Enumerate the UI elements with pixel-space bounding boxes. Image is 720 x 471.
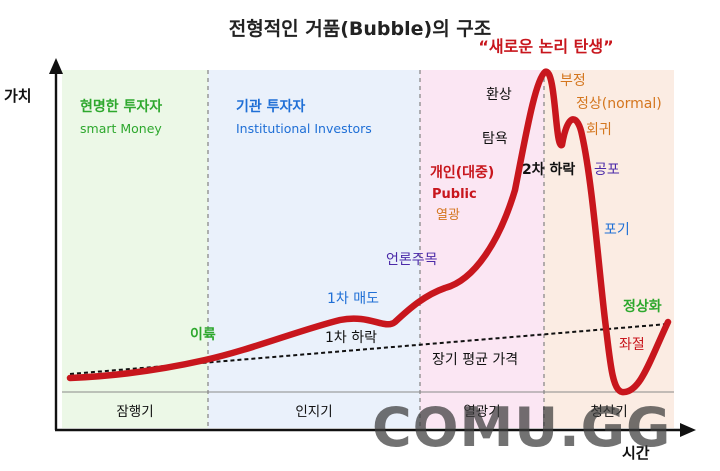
annotation-return: 회귀 — [586, 122, 612, 138]
annotation-denial: 부정 — [560, 73, 586, 89]
phase-name-awareness: 인지기 — [295, 404, 332, 420]
phase-name-mania: 열광기 — [463, 404, 500, 420]
x-axis-label: 시간 — [622, 444, 650, 462]
annotation-despair: 좌절 — [619, 337, 645, 353]
annotation-delusion: 환상 — [486, 87, 512, 103]
actor-public-en: Public — [432, 187, 477, 202]
headline-new-logic: “새로운 논리 탄생” — [478, 37, 613, 56]
actor-smart-en: smart Money — [80, 121, 162, 136]
trend-label: 장기 평균 가격 — [432, 352, 518, 368]
annotation-media: 언론주목 — [386, 252, 438, 268]
annotation-fear: 공포 — [594, 162, 620, 178]
watermark: COMU.GG — [372, 396, 671, 459]
annotation-normal: 정상(normal) — [576, 96, 662, 112]
bubble-curve — [66, 68, 672, 396]
phase-bg-awareness — [208, 70, 420, 428]
annotation-greed: 탐욕 — [482, 131, 508, 147]
diagram-title: 전형적인 거품(Bubble)의 구조 — [229, 18, 492, 40]
phase-name-stealth: 잠행기 — [116, 404, 153, 420]
actor-public-ko: 개인(대중) — [430, 164, 494, 181]
x-axis-arrow — [680, 423, 696, 437]
phase-bg-mania — [420, 70, 544, 428]
annotation-normalization: 정상화 — [623, 298, 662, 315]
actor-smart-ko: 현명한 투자자 — [80, 98, 162, 115]
phase-name-blowoff: 청산기 — [590, 404, 627, 420]
y-axis-arrow — [49, 58, 63, 74]
y-axis-label: 가치 — [4, 87, 32, 105]
actor-institutional-ko: 기관 투자자 — [236, 98, 305, 115]
annotation-dip2: 2차 하락 — [522, 161, 575, 178]
annotation-dip1: 1차 하락 — [325, 330, 377, 346]
actor-institutional-en: Institutional Investors — [236, 121, 372, 136]
annotation-capitulation: 포기 — [604, 222, 630, 238]
annotation-sell1: 1차 매도 — [327, 291, 379, 307]
annotation-frenzy: 열광 — [436, 208, 460, 223]
annotation-profit: 이륙 — [190, 326, 216, 343]
